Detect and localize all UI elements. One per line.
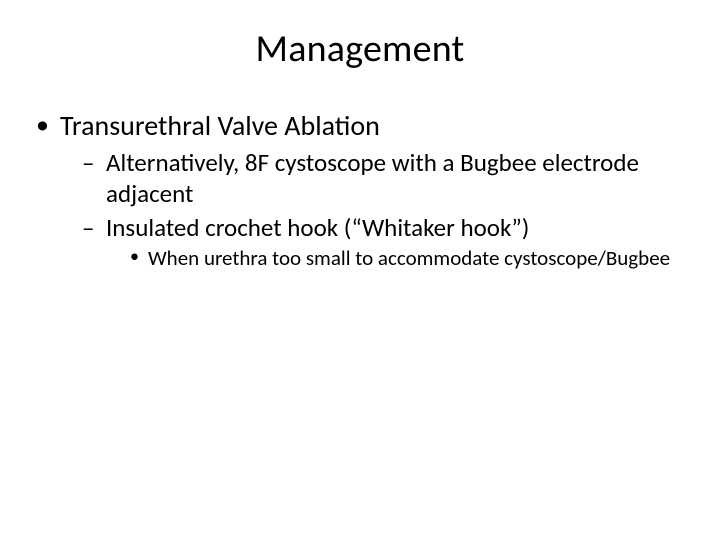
list-item: When urethra too small to accommodate cy… xyxy=(128,245,680,271)
bullet-text: Insulated crochet hook (“Whitaker hook”) xyxy=(106,212,529,243)
bullet-text: Alternatively, 8F cystoscope with a Bugb… xyxy=(106,147,639,209)
bullet-text: Transurethral Valve Ablation xyxy=(60,108,380,143)
bullet-list-lvl2: Alternatively, 8F cystoscope with a Bugb… xyxy=(82,147,680,271)
slide: Management Transurethral Valve Ablation … xyxy=(0,26,720,540)
bullet-list-lvl3: When urethra too small to accommodate cy… xyxy=(128,245,680,271)
list-item: Alternatively, 8F cystoscope with a Bugb… xyxy=(82,147,680,210)
list-item: Insulated crochet hook (“Whitaker hook”)… xyxy=(82,212,680,272)
bullet-list-lvl1: Transurethral Valve Ablation Alternative… xyxy=(34,108,680,271)
bullet-text: When urethra too small to accommodate cy… xyxy=(148,245,670,271)
list-item: Transurethral Valve Ablation Alternative… xyxy=(34,108,680,271)
slide-content: Transurethral Valve Ablation Alternative… xyxy=(0,108,720,271)
slide-title: Management xyxy=(0,26,720,72)
